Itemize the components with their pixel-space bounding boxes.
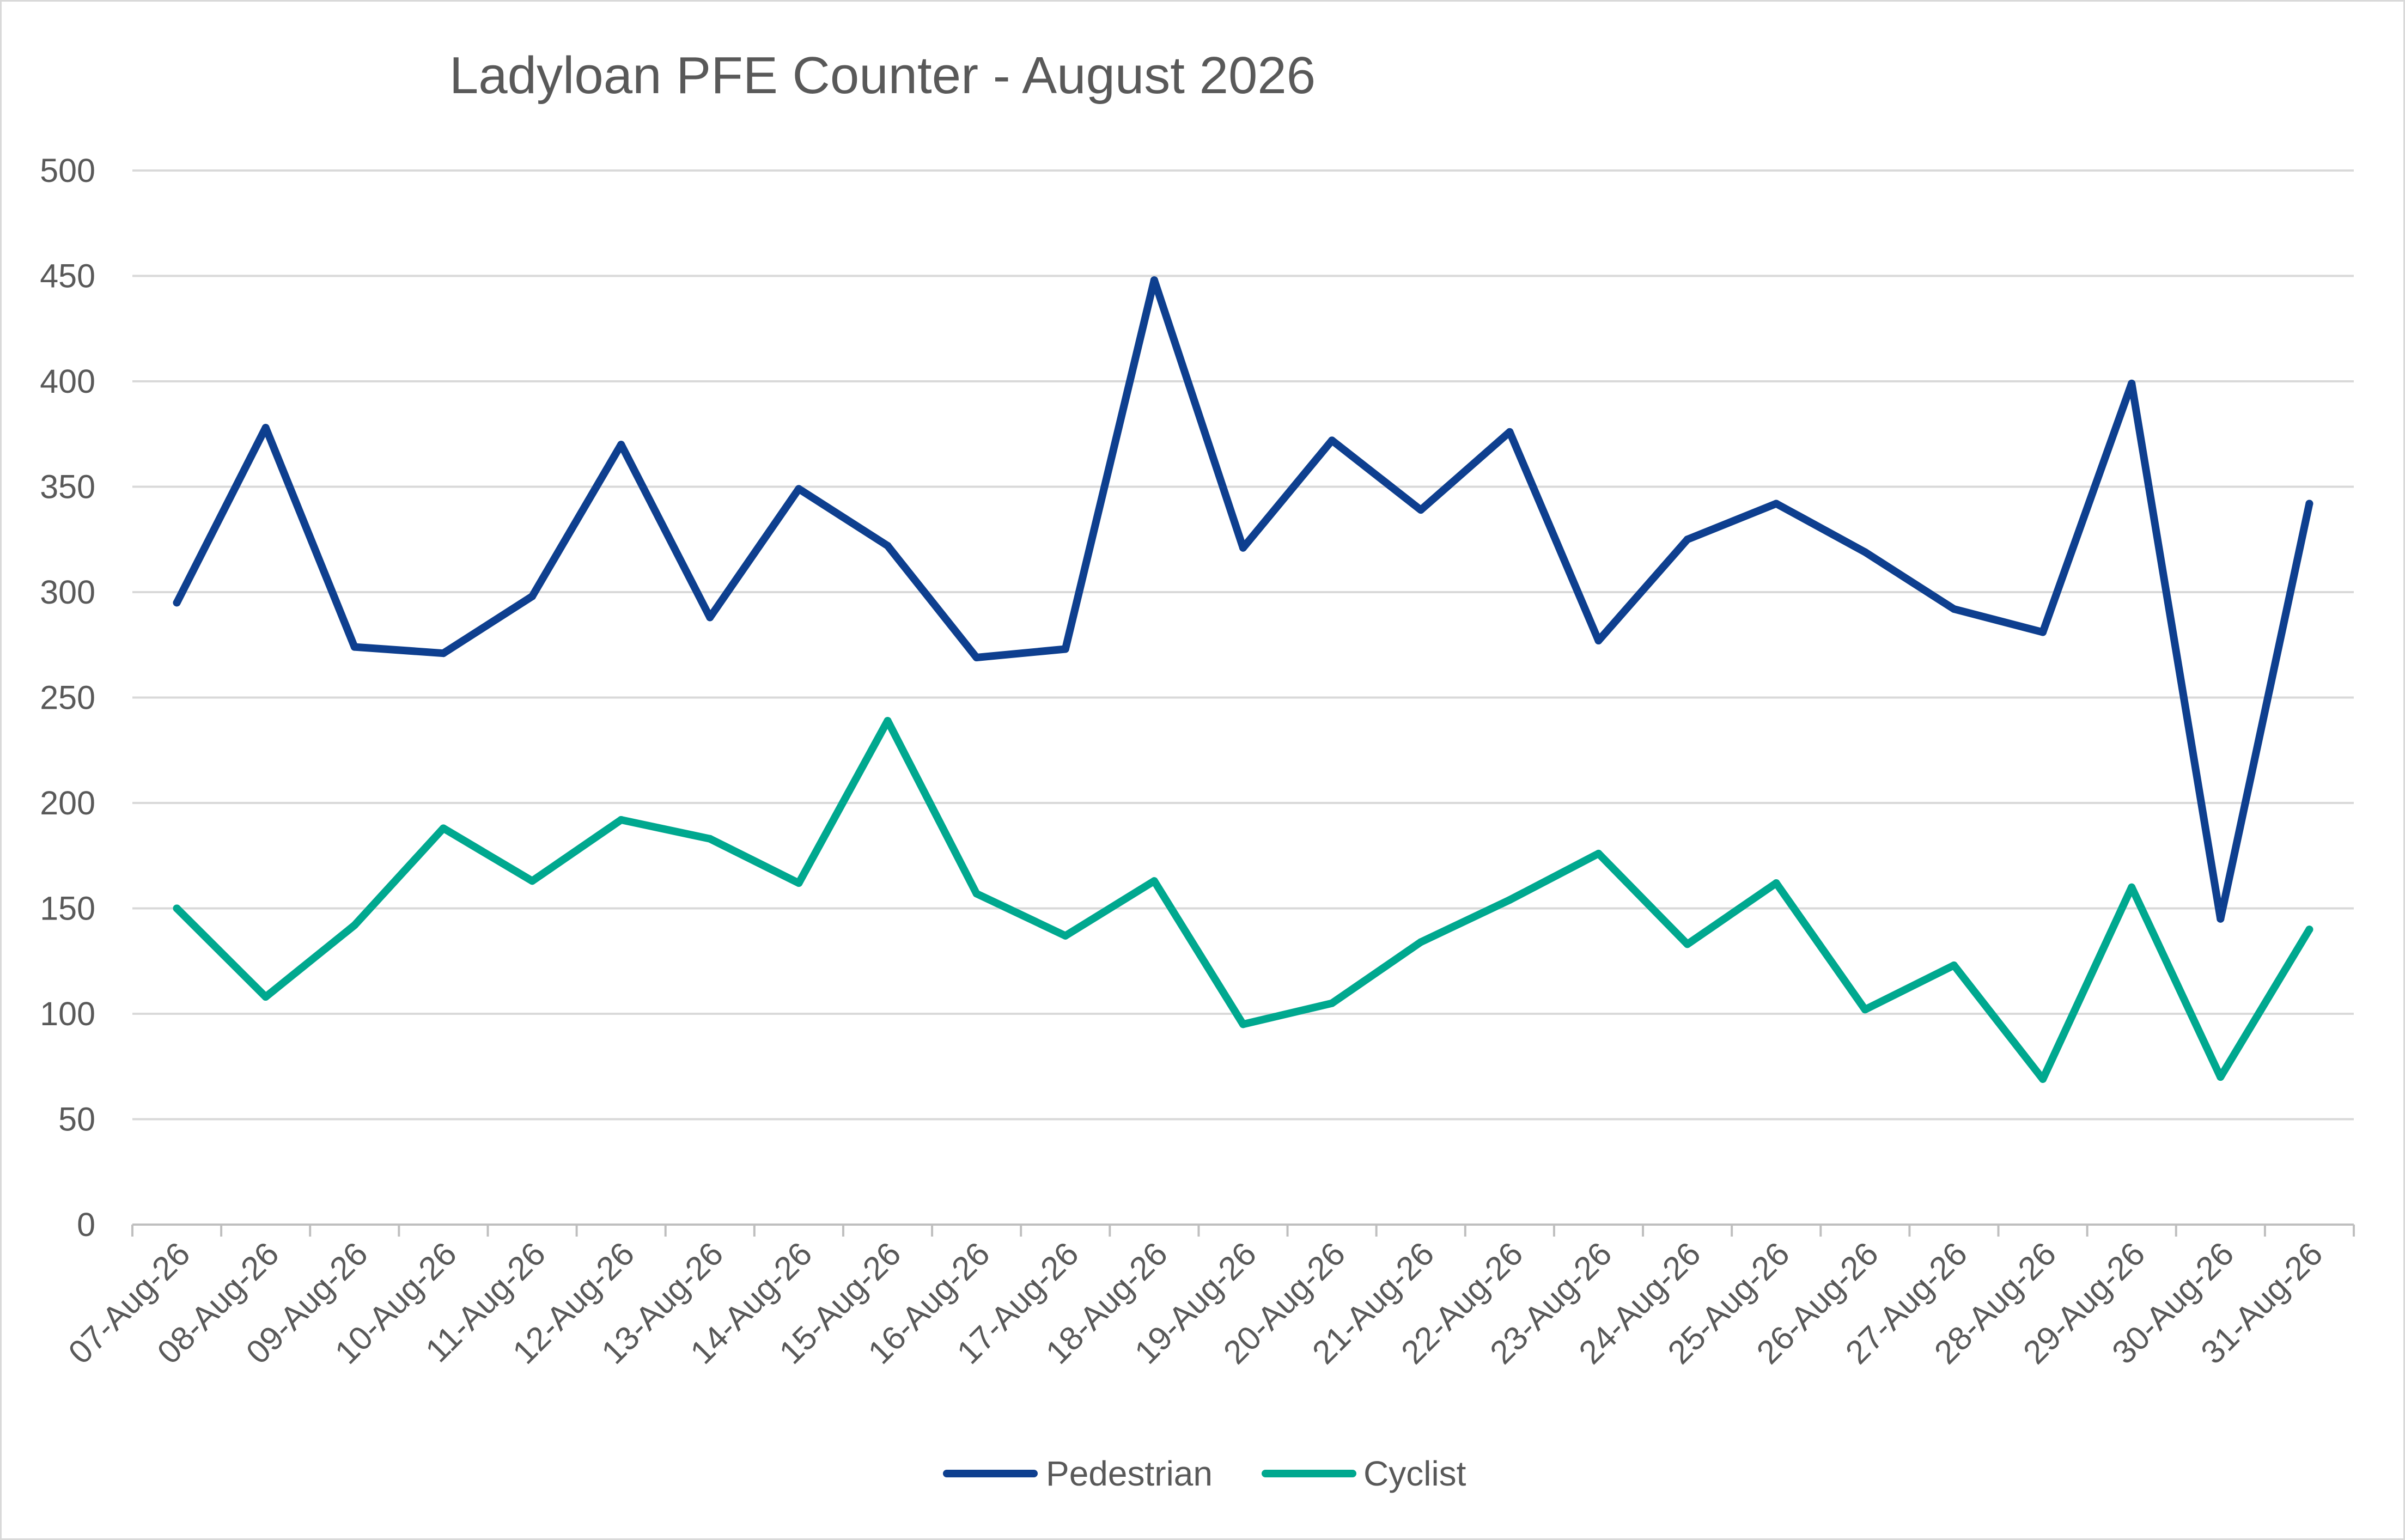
data-point [1239,544,1247,552]
data-point [1061,932,1069,940]
data-point [1239,1020,1247,1028]
data-point [617,815,625,824]
data-point [261,993,270,1001]
y-tick-label: 50 [58,1101,95,1138]
data-point [173,904,181,912]
legend: Pedestrian Cyclist [943,1454,1466,1493]
data-point [795,485,803,493]
data-point [1594,637,1603,645]
data-point [350,643,358,651]
chart-title: Ladyloan PFE Counter - August 2026 [449,46,1316,105]
legend-label-pedestrian: Pedestrian [1046,1454,1213,1493]
data-point [1861,548,1869,556]
data-point [1417,938,1425,946]
data-point [1950,961,1958,969]
data-point [972,890,981,898]
y-tick-label: 200 [40,784,95,821]
data-point [1861,1006,1869,1014]
y-tick-label: 400 [40,363,95,400]
data-point [884,717,892,725]
data-point [261,424,270,432]
data-point [350,921,358,929]
series-lines [173,276,2313,1083]
series-points-pedestrian [173,276,2313,923]
data-point [795,879,803,887]
series-points-cyclist [173,717,2313,1083]
data-point [1150,877,1158,885]
data-point [1683,535,1691,544]
data-point [1150,276,1158,284]
data-point [439,649,447,658]
data-point [2217,915,2225,923]
data-point [528,592,537,600]
y-tick-label: 350 [40,468,95,506]
x-axis: 07-Aug-2608-Aug-2609-Aug-2610-Aug-2611-A… [61,1224,2355,1371]
y-tick-label: 0 [77,1206,95,1243]
data-point [528,877,537,885]
y-tick-label: 500 [40,152,95,189]
y-tick-label: 100 [40,995,95,1032]
data-point [2217,1073,2225,1081]
data-point [2039,628,2047,636]
y-tick-label: 300 [40,574,95,611]
data-point [1772,879,1780,887]
data-point [1328,999,1336,1007]
data-point [2128,883,2136,891]
data-point [1328,436,1336,445]
data-point [972,653,981,661]
data-point [1950,605,1958,613]
series-line-pedestrian [173,276,2313,923]
data-point [617,441,625,449]
data-point [2305,926,2313,934]
data-point [1417,506,1425,514]
data-point [1506,428,1514,436]
data-point [1772,500,1780,508]
gridlines [132,169,2354,1121]
data-point [1683,940,1691,948]
data-point [706,613,714,622]
data-point [2128,379,2136,387]
y-tick-label: 250 [40,679,95,716]
y-tick-label: 450 [40,258,95,295]
data-point [2039,1075,2047,1083]
data-point [173,599,181,607]
data-point [884,541,892,550]
data-point [706,835,714,843]
data-point [2305,500,2313,508]
data-point [439,824,447,832]
legend-label-cyclist: Cyclist [1363,1454,1466,1493]
y-tick-label: 150 [40,890,95,927]
y-axis-labels: 0 50 100 150 200 250 300 350 400 450 500 [40,152,95,1243]
data-point [1061,645,1069,653]
data-point [1506,896,1514,904]
data-point [1594,849,1603,857]
